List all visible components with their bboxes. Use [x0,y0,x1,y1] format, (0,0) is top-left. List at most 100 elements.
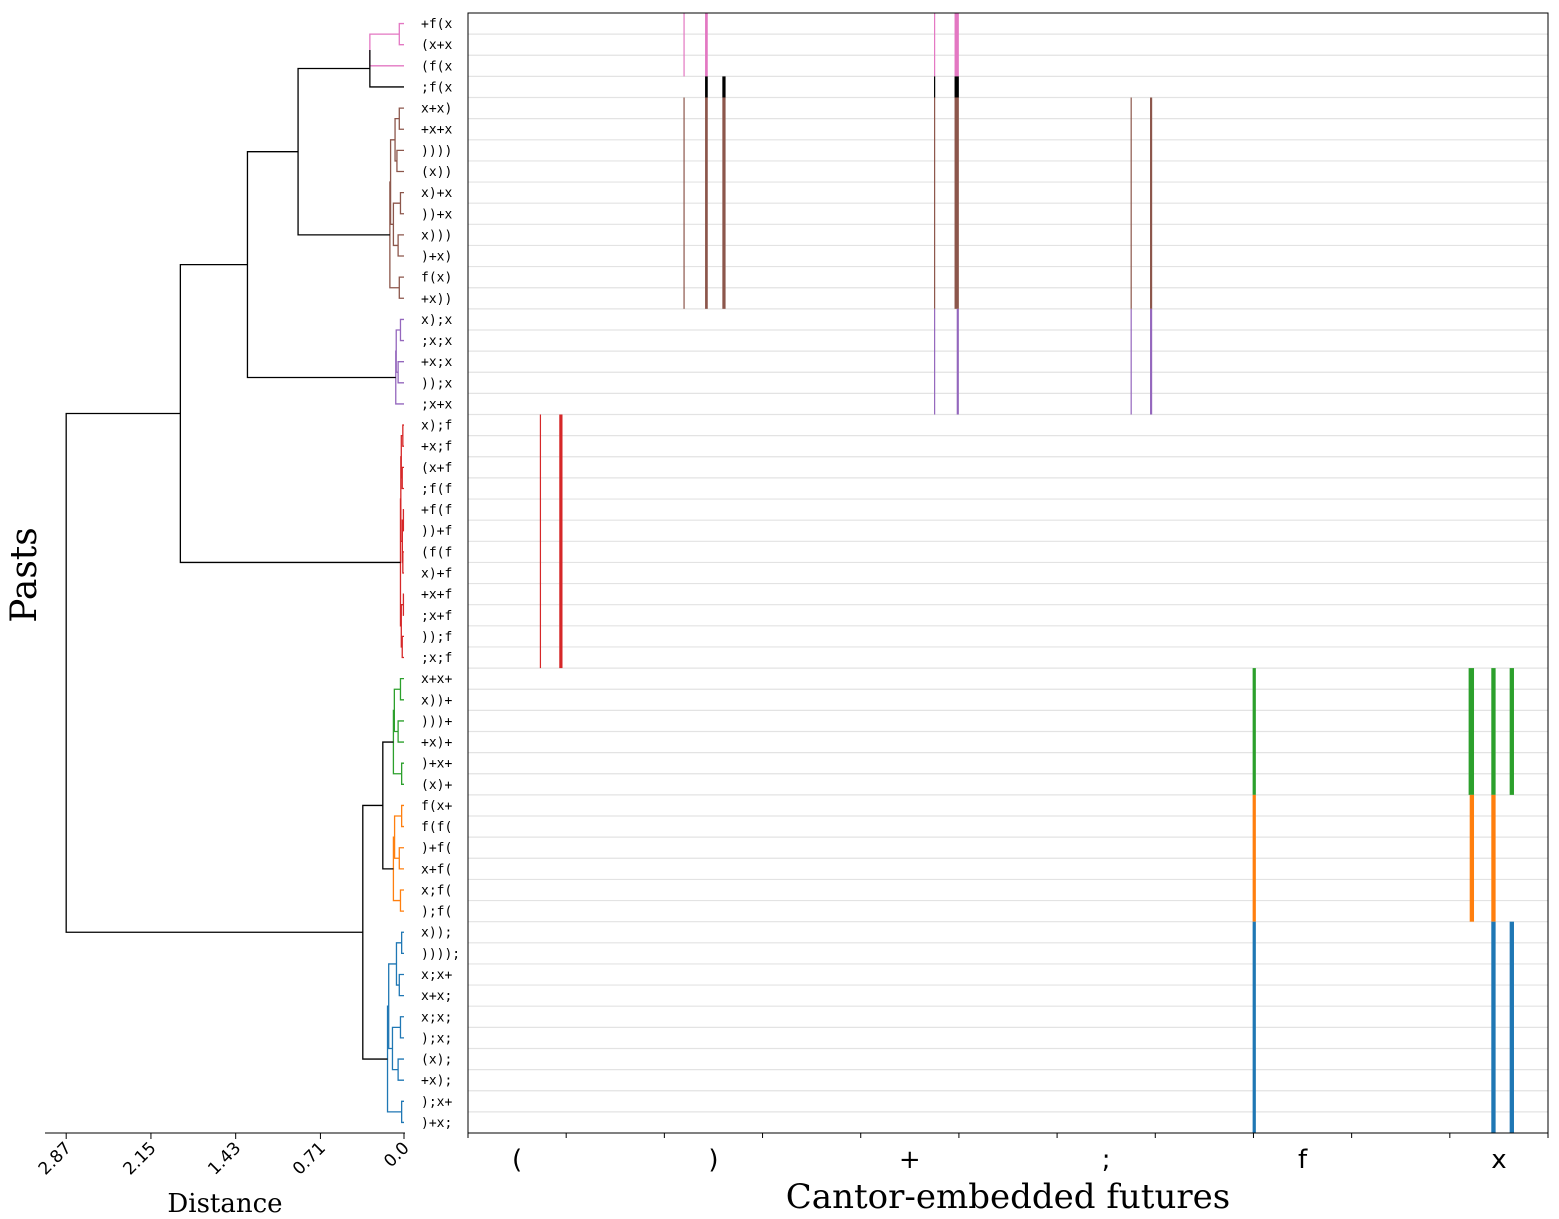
dendrogram-link [397,361,404,384]
raster-future-bar [705,76,708,98]
dendrogram-link [399,318,404,342]
raster-future-bar [954,97,959,309]
dendrogram-link [393,688,401,733]
dendrogram-link [401,466,404,490]
leaf-label: ));x [421,376,452,391]
raster-future-bar [1491,794,1496,922]
leaf-label: (x+f [421,461,452,476]
raster-tick-label: ) [708,1145,718,1175]
dendrogram-link [400,931,404,955]
leaf-label: f(x+ [421,799,452,814]
leaf-label: x+f( [421,862,452,877]
dendrogram-tick-label: 0.0 [380,1138,413,1171]
dendrogram-link [400,804,404,828]
raster-future-bar [539,414,542,669]
dendrogram-link [401,635,404,659]
raster-future-bar [1150,97,1153,309]
leaf-label: x;f( [421,883,452,898]
dendrogram-link [398,22,404,46]
dendrogram-link [382,741,394,870]
dendrogram-link [398,973,404,997]
leaf-label: (x); [421,1053,452,1068]
dendrogram-link [395,350,404,405]
raster-future-bar [722,76,726,98]
leaf-label: (f(x [421,59,452,74]
dendrogram-tick-label: 0.71 [289,1138,330,1179]
leaf-label: +x+f [421,588,452,603]
raster-future-bar [705,13,708,77]
dendrogram-link [398,276,404,299]
raster-future-bar [1469,794,1475,922]
dendrogram-link [402,551,404,574]
dendrogram-link [399,889,404,912]
raster-tick-label: ; [1102,1145,1111,1175]
raster-future-bar [1130,308,1132,415]
raster-future-bar [1468,668,1475,795]
raster-future-bar [954,76,959,98]
dendrogram-link [397,720,404,743]
raster-future-bar [683,97,685,309]
raster-axis: () +; f x [467,1133,1549,1175]
leaf-label: f(x) [421,271,452,286]
dendrogram-link [400,1100,404,1124]
leaf-label: x);f [421,419,452,434]
dendrogram-link [399,191,404,215]
leaf-label: )+f( [421,841,452,856]
leaf-label: x)+f [421,567,452,582]
dendrogram-link [297,67,390,236]
raster-future-bar [1491,668,1496,795]
leaf-label: x)); [421,926,452,941]
leaf-label: );x+ [421,1095,452,1110]
dendrogram-link [402,424,404,447]
dendrogram-link [398,107,404,130]
dendrogram-link [396,149,404,173]
leaf-label: (x)) [421,165,452,180]
dendrogram-link [369,49,404,88]
raster-frame [467,12,1549,1134]
dendrogram-link [400,604,404,648]
raster-future-bar [934,97,936,309]
leaf-label: +x)) [421,292,452,307]
raster-future-bar [705,97,708,309]
raster-future-bar [954,13,959,77]
raster-future-bar [1509,668,1514,795]
leaf-label: ;x+x [421,397,452,412]
dendrogram-link [392,709,402,775]
raster-future-bar [1509,921,1514,1133]
dendrogram-tick-label: 2.15 [120,1138,161,1179]
leaf-label: +x+x [421,123,452,138]
leaf-label: (x)+ [421,778,452,793]
dendrogram-link [389,139,396,225]
dendrogram-x-axis-label: Distance [167,1189,282,1219]
raster-future-bar [934,13,936,77]
dendrogram-link [397,234,404,257]
dendrogram-link [65,412,363,933]
dendrogram-link [402,508,405,532]
leaf-label: )))) [421,144,452,159]
leaf-label: ));f [421,630,452,645]
leaf-label: x))) [421,228,452,243]
raster-future-bar [683,13,685,77]
leaf-label: x;x+ [421,968,452,983]
raster-future-bar [934,76,936,98]
raster-future-bar [1252,794,1256,922]
leaf-label: x);x [421,313,452,328]
dendrogram-link [391,1026,401,1071]
raster-plot [467,12,1549,1134]
leaf-label: +x)+ [421,736,452,751]
dendrogram-link [399,678,404,701]
dendrogram-link [246,151,396,379]
dendrogram-link [393,815,402,859]
dendrogram-link [402,593,405,616]
raster-future-bar [1252,668,1256,795]
raster-tick-label: x [1491,1145,1506,1175]
leaf-label: );f( [421,905,452,920]
dendrogram-link [399,1016,404,1039]
leaf-label: +f(f [421,503,452,518]
leaf-labels: +f(x (x+x (f(x ;f(x x+x) +x+x)))) (x)) x)+x))+x… [421,17,460,1131]
dendrogram-link [362,804,388,1060]
leaf-label: x+x; [421,989,452,1004]
dendrogram-link [399,498,402,627]
dendrogram-tick-label: 2.87 [35,1138,76,1179]
